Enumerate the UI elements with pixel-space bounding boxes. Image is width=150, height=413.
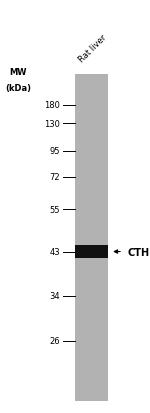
Text: 43: 43 xyxy=(49,247,60,256)
Text: 72: 72 xyxy=(49,173,60,182)
Text: 55: 55 xyxy=(50,205,60,214)
Text: Rat liver: Rat liver xyxy=(77,33,108,64)
Text: 130: 130 xyxy=(44,119,60,128)
Text: 26: 26 xyxy=(49,336,60,345)
Text: 95: 95 xyxy=(50,147,60,156)
Text: MW: MW xyxy=(9,67,27,76)
Text: 180: 180 xyxy=(44,101,60,110)
Text: (kDa): (kDa) xyxy=(5,84,31,93)
Text: CTH: CTH xyxy=(128,247,150,257)
Text: 34: 34 xyxy=(49,292,60,301)
Bar xyxy=(75,74,108,401)
Bar xyxy=(75,245,108,259)
